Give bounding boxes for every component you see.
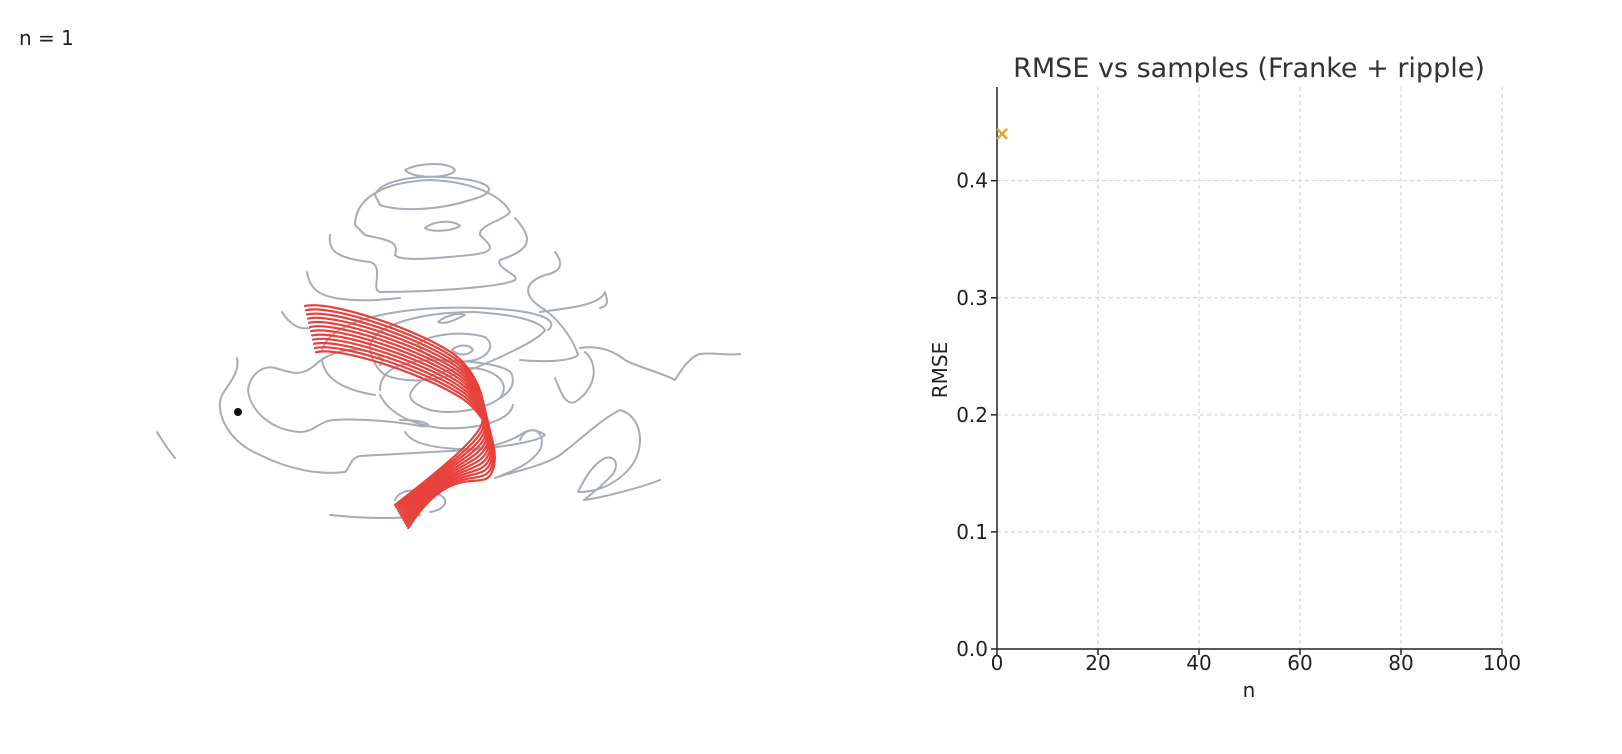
contour-line bbox=[554, 351, 595, 404]
x-tick-label: 80 bbox=[1388, 651, 1413, 675]
surface-strand bbox=[314, 350, 496, 530]
contour-line bbox=[404, 163, 456, 178]
x-tick-label: 40 bbox=[1186, 651, 1211, 675]
x-tick-label: 20 bbox=[1085, 651, 1110, 675]
contour-line bbox=[437, 312, 466, 324]
y-tick-label: 0.4 bbox=[956, 169, 988, 193]
x-tick-label: 60 bbox=[1287, 651, 1312, 675]
x-axis-ticks: 0 20 40 60 80 100 bbox=[991, 649, 1521, 675]
contour-line bbox=[281, 311, 311, 330]
contour-line bbox=[218, 357, 546, 474]
contour-line bbox=[306, 271, 401, 302]
sample-counter: n = 1 bbox=[19, 26, 74, 50]
contour-line bbox=[354, 179, 511, 260]
contour-line bbox=[328, 217, 528, 293]
chart-grid bbox=[997, 87, 1503, 649]
y-axis-label: RMSE bbox=[928, 342, 952, 398]
x-tick-label: 0 bbox=[991, 651, 1004, 675]
sample-point bbox=[234, 408, 242, 416]
contour-line bbox=[379, 394, 514, 430]
data-series bbox=[996, 127, 1008, 140]
chart-title: RMSE vs samples (Franke + ripple) bbox=[1013, 53, 1485, 84]
contour-line bbox=[374, 175, 490, 211]
contour-line bbox=[451, 344, 474, 356]
contour-line bbox=[404, 429, 543, 479]
fitted-surface bbox=[303, 304, 496, 530]
y-tick-label: 0.0 bbox=[956, 637, 988, 661]
contour-line bbox=[494, 409, 661, 501]
contour-line bbox=[579, 346, 741, 381]
contour-line bbox=[424, 220, 461, 232]
contour-line bbox=[394, 489, 447, 513]
rmse-point bbox=[996, 127, 1008, 140]
contour-line bbox=[321, 359, 376, 396]
y-tick-label: 0.1 bbox=[956, 520, 988, 544]
contour-line bbox=[539, 291, 608, 313]
contour-line bbox=[519, 251, 579, 363]
x-tick-label: 100 bbox=[1483, 651, 1521, 675]
contour-line bbox=[247, 389, 430, 433]
x-axis-label: n bbox=[1243, 678, 1256, 702]
y-axis-ticks: 0.0 0.1 0.2 0.3 0.4 bbox=[956, 169, 997, 661]
y-tick-label: 0.2 bbox=[956, 403, 988, 427]
contour-line bbox=[156, 431, 176, 459]
y-tick-label: 0.3 bbox=[956, 286, 988, 310]
contour-line bbox=[247, 348, 383, 391]
surface-view bbox=[156, 163, 741, 530]
